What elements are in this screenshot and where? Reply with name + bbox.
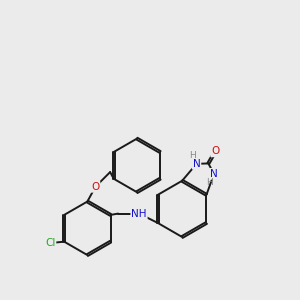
Text: H: H <box>189 151 196 160</box>
Text: N: N <box>193 159 200 169</box>
Text: O: O <box>91 182 100 192</box>
Text: O: O <box>211 146 219 156</box>
Text: NH: NH <box>131 208 147 219</box>
Text: N: N <box>210 169 218 179</box>
Text: H: H <box>207 178 213 187</box>
Text: Cl: Cl <box>45 238 56 248</box>
